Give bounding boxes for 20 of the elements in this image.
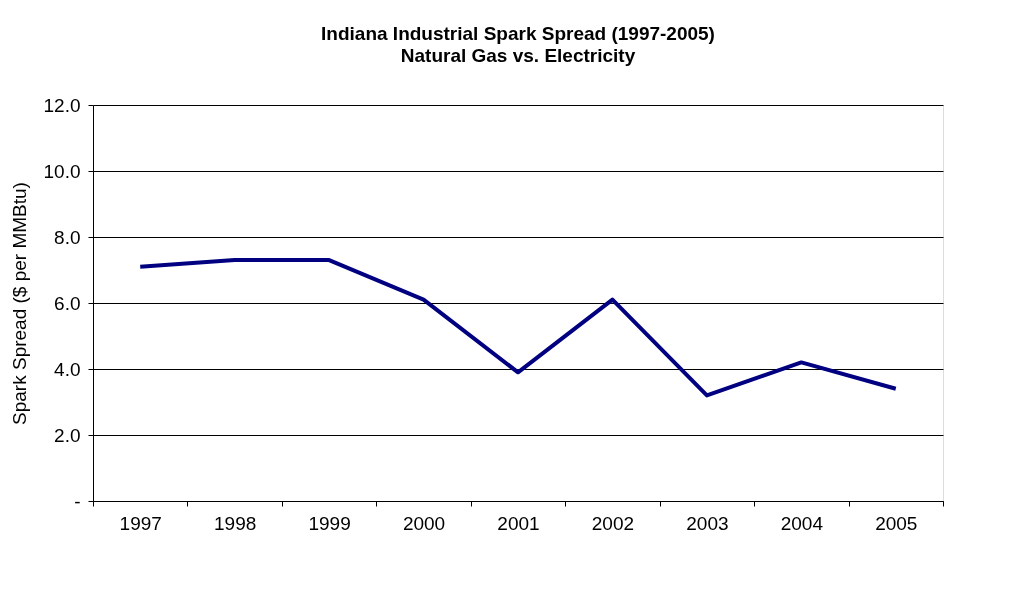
x-tick-label: 2004	[780, 512, 824, 534]
y-tick-label: 12.0	[43, 94, 81, 116]
x-tick-label: 2002	[591, 512, 635, 534]
chart-title: Indiana Industrial Spark Spread (1997-2005)	[321, 23, 715, 44]
y-tick-label: 8.0	[54, 226, 81, 248]
chart-subtitle: Natural Gas vs. Electricity	[400, 45, 636, 66]
y-tick-label: 6.0	[54, 292, 81, 314]
y-tick-label: 4.0	[54, 358, 81, 380]
y-axis-title: Spark Spread ($ per MMBtu)	[8, 182, 30, 425]
x-tick-label: 1998	[214, 512, 257, 534]
line-series	[138, 258, 898, 398]
y-tick-label: 2.0	[54, 424, 81, 446]
x-tick-label: 1999	[308, 512, 351, 534]
x-tick-label: 2000	[402, 512, 446, 534]
x-tick-label: 2001	[497, 512, 540, 534]
x-tick-label: 2005	[875, 512, 918, 534]
y-tick-label: -	[74, 490, 81, 512]
y-tick-label: 10.0	[43, 160, 81, 182]
x-tick-label: 1997	[119, 512, 162, 534]
x-tick-label: 2003	[686, 512, 729, 534]
